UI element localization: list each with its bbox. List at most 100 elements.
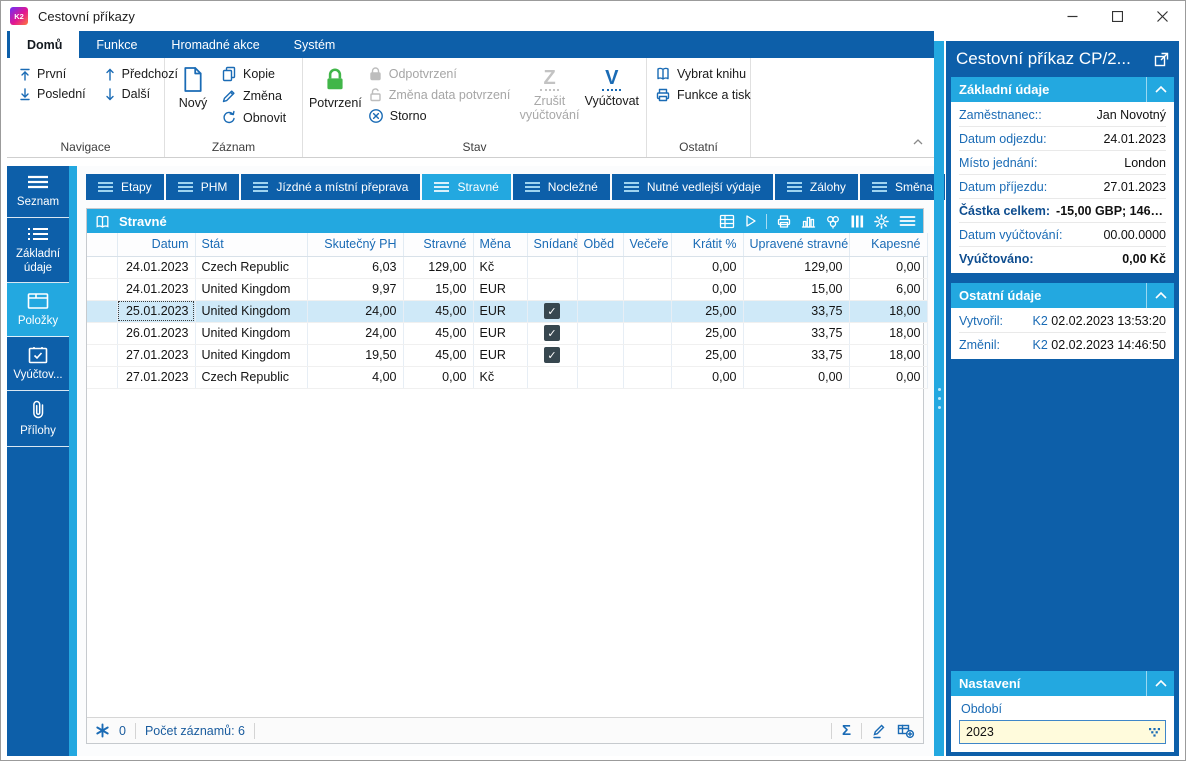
tab-zalohy[interactable]: Zálohy <box>774 174 858 200</box>
sum-icon[interactable]: Σ <box>841 722 851 739</box>
sidebar-label: Přílohy <box>20 424 56 437</box>
copy-button[interactable]: Kopie <box>217 65 290 83</box>
tab-smena[interactable]: Směna <box>859 174 945 200</box>
run-icon[interactable] <box>744 214 757 228</box>
table-row[interactable]: 24.01.2023 United Kingdom 9,97 15,00 EUR… <box>87 278 928 301</box>
ribbon-collapse-button[interactable] <box>912 133 924 151</box>
table-row-selected[interactable]: 25.01.2023 United Kingdom 24,00 45,00 EU… <box>87 300 928 323</box>
columns-icon[interactable] <box>850 214 865 229</box>
column-kapesne[interactable]: Kapesné <box>849 233 928 257</box>
column-obed[interactable]: Oběd <box>577 233 624 257</box>
tab-nutne-vydaje[interactable]: Nutné vedlejší výdaje <box>611 174 773 200</box>
open-external-icon[interactable] <box>1154 52 1169 67</box>
group-label-stav: Stav <box>462 140 487 154</box>
checkbox[interactable]: ✓ <box>544 347 560 363</box>
collapse-chevron[interactable] <box>1146 283 1174 308</box>
tab-jizdne[interactable]: Jízdné a místní přeprava <box>241 174 421 200</box>
select-book-button[interactable]: Vybrat knihu <box>651 65 755 82</box>
sidebar-item-zakladni-udaje[interactable]: Základní údaje <box>7 218 69 284</box>
column-upravene-stravne[interactable]: Upravené stravné <box>743 233 850 257</box>
ribbon-tab-system[interactable]: Systém <box>293 37 336 52</box>
refresh-button[interactable]: Obnovit <box>217 109 290 127</box>
tab-stravne[interactable]: Stravné <box>422 174 511 200</box>
column-kratit[interactable]: Krátit % <box>671 233 744 257</box>
first-label: První <box>37 67 67 81</box>
panel-splitter[interactable] <box>934 41 944 756</box>
change-confirm-date-button[interactable]: Změna data potvrzení <box>364 86 518 103</box>
functions-print-button[interactable]: Funkce a tisk <box>651 86 755 104</box>
collapse-chevron[interactable] <box>1146 77 1174 102</box>
first-button[interactable]: První <box>15 66 90 82</box>
sidebar-item-polozky[interactable]: Položky <box>7 283 69 338</box>
excel-export-icon[interactable] <box>719 214 735 229</box>
table-row[interactable]: 27.01.2023 United Kingdom 19,50 45,00 EU… <box>87 344 928 367</box>
cell-upravene: 129,00 <box>743 256 850 279</box>
menu-icon[interactable] <box>899 214 916 228</box>
sidebar-label: Seznam <box>16 196 60 208</box>
previous-button[interactable]: Předchozí <box>100 66 182 82</box>
add-record-icon[interactable] <box>897 723 915 739</box>
section-header[interactable]: Nastavení <box>951 671 1174 696</box>
sidebar-item-prilohy[interactable]: Přílohy <box>7 391 69 447</box>
field-label: Změnil: <box>959 338 1000 352</box>
checkbox[interactable]: ✓ <box>544 303 560 319</box>
collapse-chevron[interactable] <box>1146 671 1174 696</box>
toolbar-separator <box>766 213 767 229</box>
unconfirm-button[interactable]: Odpotvrzení <box>364 65 518 82</box>
section-title: Základní údaje <box>959 82 1050 97</box>
section-header[interactable]: Ostatní údaje <box>951 283 1174 308</box>
column-stat[interactable]: Stát <box>195 233 308 257</box>
column-snidane[interactable]: Snídaně <box>527 233 578 257</box>
ribbon-tab-funkce[interactable]: Funkce <box>96 37 138 52</box>
new-button[interactable]: Nový <box>169 63 217 110</box>
cell-upravene: 33,75 <box>743 300 850 323</box>
tab-phm[interactable]: PHM <box>165 174 240 200</box>
cell-obed <box>577 278 624 301</box>
minimize-button[interactable] <box>1050 1 1095 31</box>
sidebar-item-seznam[interactable]: Seznam <box>7 166 69 218</box>
confirm-button[interactable]: Potvrzení <box>307 63 364 110</box>
table-row[interactable]: 24.01.2023 Czech Republic 6,03 129,00 Kč… <box>87 256 928 279</box>
settle-button[interactable]: V Vyúčtovat <box>582 63 642 108</box>
field-value: 24.01.2023 <box>1103 132 1166 146</box>
last-button[interactable]: Poslední <box>15 86 90 102</box>
copy-icon <box>222 66 236 82</box>
close-button[interactable] <box>1140 1 1185 31</box>
cell-snidane: ✓ <box>527 300 578 323</box>
functions-icon[interactable] <box>825 214 841 229</box>
status-separator <box>861 722 862 739</box>
sidebar-item-vyuctovani[interactable]: Vyúčtov... <box>7 337 69 391</box>
section-nastaveni: Nastavení Období <box>951 671 1174 752</box>
print-icon[interactable] <box>776 214 792 229</box>
column-skutecny-ph[interactable]: Skutečný PH <box>307 233 404 257</box>
period-input[interactable] <box>966 725 1148 739</box>
ribbon-tab-hromadne-akce[interactable]: Hromadné akce <box>171 37 260 52</box>
edit-button[interactable]: Změna <box>217 87 290 105</box>
section-header[interactable]: Základní údaje <box>951 77 1174 102</box>
cell-ph: 9,97 <box>307 278 404 301</box>
quick-edit-icon[interactable] <box>872 723 887 739</box>
checkbox[interactable]: ✓ <box>544 325 560 341</box>
column-vecere[interactable]: Večeře <box>623 233 672 257</box>
table-row[interactable]: 27.01.2023 Czech Republic 4,00 0,00 Kč ✓… <box>87 366 928 389</box>
settings-gear-icon[interactable] <box>874 213 890 229</box>
column-stravne[interactable]: Stravné <box>403 233 474 257</box>
storno-button[interactable]: Storno <box>364 107 518 125</box>
column-mena[interactable]: Měna <box>473 233 528 257</box>
tab-label: Zálohy <box>809 180 846 194</box>
chart-icon[interactable] <box>801 214 816 229</box>
next-button[interactable]: Další <box>100 86 182 102</box>
table-row[interactable]: 26.01.2023 United Kingdom 24,00 45,00 EU… <box>87 322 928 345</box>
status-separator <box>254 722 256 739</box>
cell-upravene: 15,00 <box>743 278 850 301</box>
ribbon-tab-domu[interactable]: Domů <box>10 31 80 58</box>
tab-nclezne[interactable]: Nocležné <box>512 174 610 200</box>
maximize-button[interactable] <box>1095 1 1140 31</box>
column-datum[interactable]: Datum <box>117 233 196 257</box>
tab-etapy[interactable]: Etapy <box>86 174 164 200</box>
dropdown-icon[interactable] <box>1148 727 1161 737</box>
cancel-settlement-button[interactable]: Z Zrušit vyúčtování <box>518 63 582 123</box>
modified-records-icon[interactable] <box>95 723 110 738</box>
user-code: K2 <box>1032 314 1048 328</box>
period-combobox[interactable] <box>959 720 1166 744</box>
